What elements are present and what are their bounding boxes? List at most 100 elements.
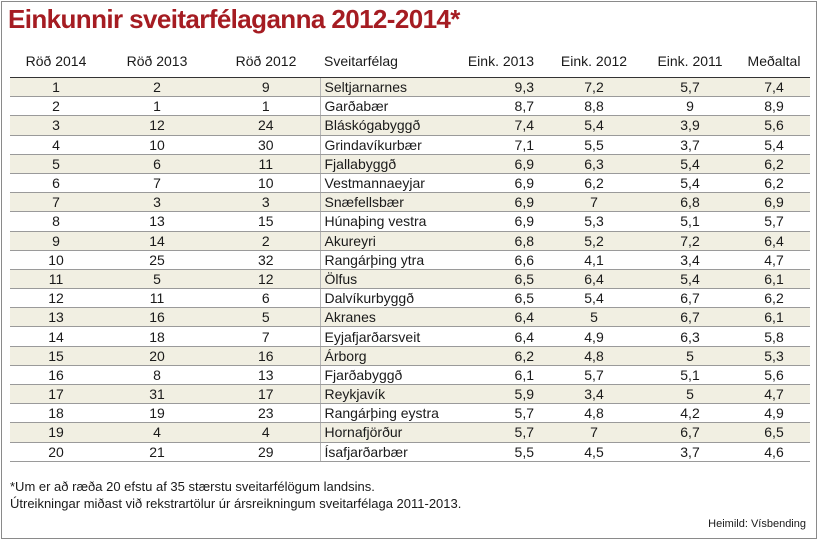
cell-score-2011: 5,1 [642, 211, 738, 232]
cell-score-2012: 5,5 [546, 135, 642, 155]
table-row: 7 3 3 Snæfellsbær 6,9 7 6,8 6,9 [10, 192, 810, 213]
header-rank-2012: Röð 2012 [212, 45, 320, 78]
cell-score-2013: 6,1 [446, 365, 546, 386]
cell-rank-2012: 1 [212, 96, 320, 117]
cell-score-2012: 5,4 [546, 288, 642, 309]
table-row: 17 31 17 Reykjavík 5,9 3,4 5 4,7 [10, 384, 810, 405]
cell-rank-2013: 12 [102, 115, 212, 136]
cell-score-2012: 6,4 [546, 269, 642, 290]
cell-average: 7,4 [738, 77, 810, 98]
table-row: 13 16 5 Akranes 6,4 5 6,7 6,1 [10, 307, 810, 328]
cell-score-2011: 3,7 [642, 135, 738, 155]
cell-rank-2014: 1 [10, 77, 102, 98]
cell-score-2013: 5,5 [446, 442, 546, 462]
cell-municipality: Eyjafjarðarsveit [319, 326, 446, 347]
cell-score-2011: 5,4 [642, 154, 738, 174]
cell-rank-2012: 3 [212, 192, 320, 213]
cell-score-2013: 6,9 [446, 173, 546, 194]
cell-average: 5,4 [738, 135, 810, 155]
table-row: 18 19 23 Rangárþing eystra 5,7 4,8 4,2 4,9 [10, 403, 810, 424]
footnote-line: *Um er að ræða 20 efstu af 35 stærstu sv… [10, 479, 375, 494]
cell-rank-2014: 19 [10, 422, 102, 443]
header-average: Meðaltal [738, 45, 810, 78]
cell-average: 8,9 [738, 96, 810, 117]
cell-municipality: Reykjavík [319, 384, 446, 405]
cell-average: 4,7 [738, 250, 810, 270]
table-body: 1 2 9 Seltjarnarnes 9,3 7,2 5,7 7,4 2 1 1 Garðabær 8… [10, 77, 810, 462]
cell-score-2012: 4,9 [546, 326, 642, 347]
cell-score-2013: 6,6 [446, 250, 546, 270]
cell-score-2011: 3,9 [642, 115, 738, 136]
cell-average: 4,7 [738, 384, 810, 405]
header-rank-2013: Röð 2013 [102, 45, 212, 78]
table-row: 11 5 12 Ölfus 6,5 6,4 5,4 6,1 [10, 269, 810, 290]
cell-score-2011: 6,7 [642, 422, 738, 443]
table-row: 16 8 13 Fjarðabyggð 6,1 5,7 5,1 5,6 [10, 365, 810, 386]
header-score-2011: Eink. 2011 [642, 45, 738, 78]
cell-score-2011: 5,1 [642, 365, 738, 386]
page-title: Einkunnir sveitarfélaganna 2012-2014* [8, 4, 460, 34]
cell-rank-2014: 7 [10, 192, 102, 213]
cell-rank-2012: 13 [212, 365, 320, 386]
cell-rank-2014: 18 [10, 403, 102, 424]
cell-municipality: Akureyri [319, 231, 446, 251]
cell-rank-2013: 7 [102, 173, 212, 194]
cell-rank-2013: 16 [102, 307, 212, 328]
cell-score-2011: 5 [642, 346, 738, 366]
cell-rank-2012: 30 [212, 135, 320, 155]
cell-rank-2012: 15 [212, 211, 320, 232]
cell-average: 5,3 [738, 346, 810, 366]
cell-average: 5,6 [738, 365, 810, 386]
cell-municipality: Vestmannaeyjar [319, 173, 446, 194]
cell-score-2012: 7,2 [546, 77, 642, 98]
source-credit: Heimild: Vísbending [708, 518, 806, 530]
cell-score-2011: 3,7 [642, 442, 738, 462]
cell-score-2012: 5,3 [546, 211, 642, 232]
cell-score-2012: 4,8 [546, 346, 642, 366]
table-row: 1 2 9 Seltjarnarnes 9,3 7,2 5,7 7,4 [10, 77, 810, 98]
cell-municipality: Rangárþing ytra [319, 250, 446, 270]
table-row: 15 20 16 Árborg 6,2 4,8 5 5,3 [10, 346, 810, 366]
cell-average: 6,4 [738, 231, 810, 251]
cell-score-2013: 9,3 [446, 77, 546, 98]
cell-municipality: Húnaþing vestra [319, 211, 446, 232]
table-row: 19 4 4 Hornafjörður 5,7 7 6,7 6,5 [10, 422, 810, 443]
cell-score-2012: 4,1 [546, 250, 642, 270]
cell-score-2011: 5,7 [642, 77, 738, 98]
cell-rank-2014: 3 [10, 115, 102, 136]
cell-score-2011: 5 [642, 384, 738, 405]
cell-score-2013: 6,9 [446, 154, 546, 174]
cell-municipality: Snæfellsbær [319, 192, 446, 213]
cell-average: 6,2 [738, 154, 810, 174]
cell-score-2011: 5,4 [642, 173, 738, 194]
table-row: 4 10 30 Grindavíkurbær 7,1 5,5 3,7 5,4 [10, 135, 810, 155]
cell-score-2011: 6,7 [642, 307, 738, 328]
table-row: 10 25 32 Rangárþing ytra 6,6 4,1 3,4 4,7 [10, 250, 810, 270]
cell-rank-2012: 9 [212, 77, 320, 98]
cell-score-2012: 5,4 [546, 115, 642, 136]
cell-rank-2014: 15 [10, 346, 102, 366]
cell-rank-2013: 11 [102, 288, 212, 309]
cell-score-2013: 8,7 [446, 96, 546, 117]
table-row: 3 12 24 Bláskógabyggð 7,4 5,4 3,9 5,6 [10, 115, 810, 136]
cell-rank-2014: 6 [10, 173, 102, 194]
cell-rank-2014: 11 [10, 269, 102, 290]
cell-score-2011: 7,2 [642, 231, 738, 251]
footnote-line: Útreikningar miðast við rekstrartölur úr… [10, 496, 462, 511]
cell-rank-2013: 13 [102, 211, 212, 232]
cell-score-2011: 9 [642, 96, 738, 117]
cell-municipality: Bláskógabyggð [319, 115, 446, 136]
cell-score-2012: 4,5 [546, 442, 642, 462]
cell-municipality: Fjallabyggð [319, 154, 446, 174]
cell-rank-2012: 11 [212, 154, 320, 174]
cell-rank-2012: 4 [212, 422, 320, 443]
cell-rank-2012: 7 [212, 326, 320, 347]
cell-rank-2014: 10 [10, 250, 102, 270]
cell-rank-2012: 6 [212, 288, 320, 309]
cell-rank-2013: 2 [102, 77, 212, 98]
cell-rank-2014: 5 [10, 154, 102, 174]
cell-rank-2013: 19 [102, 403, 212, 424]
cell-rank-2012: 2 [212, 231, 320, 251]
cell-municipality: Seltjarnarnes [319, 77, 446, 98]
